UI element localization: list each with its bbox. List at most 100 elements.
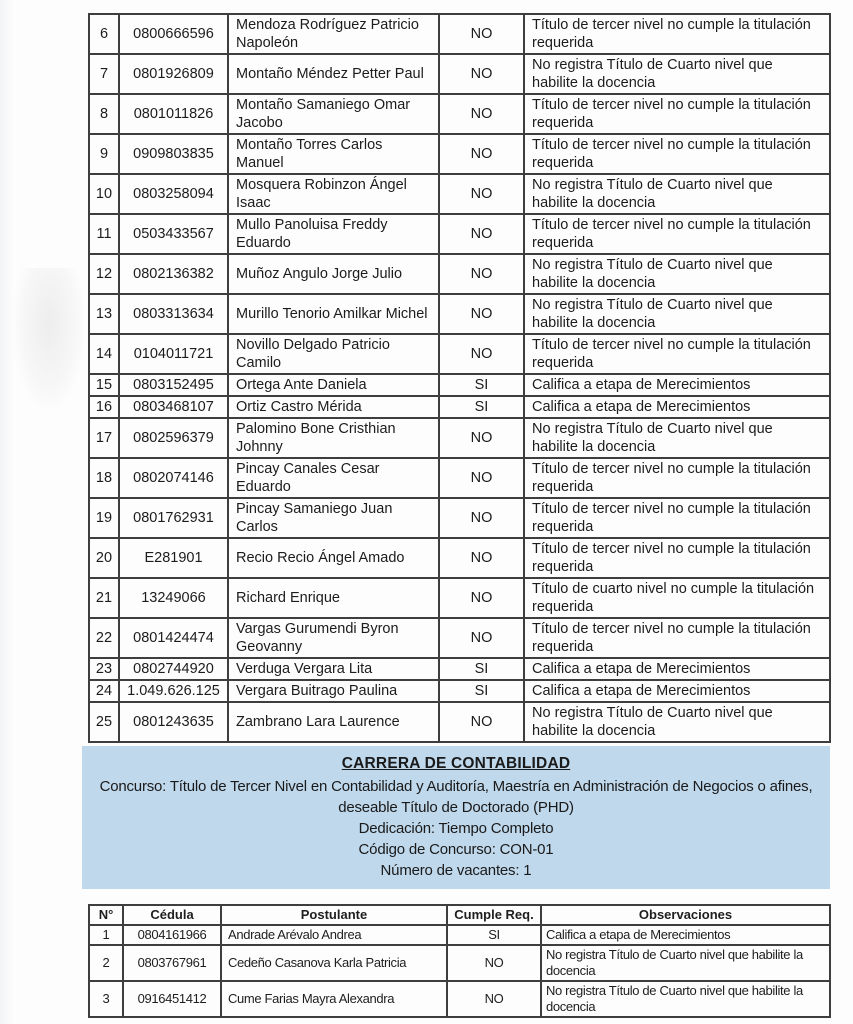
cell-observaciones: Título de tercer nivel no cumple la titu… — [523, 537, 831, 579]
cell-number: 24 — [88, 679, 120, 703]
applicant-row: 19 0801762931 Pincay Samaniego Juan Carl… — [88, 497, 831, 539]
scan-edge-tint — [0, 0, 14, 1024]
cell-postulante: Ortega Ante Daniela — [227, 373, 440, 397]
applicant-row: 15 0803152495 Ortega Ante Daniela SI Cal… — [88, 373, 831, 397]
codigo-line: Código de Concurso: CON-01 — [358, 841, 554, 858]
cell-postulante: Pincay Samaniego Juan Carlos — [227, 497, 440, 539]
applicant-row: 17 0802596379 Palomino Bone Cristhian Jo… — [88, 417, 831, 459]
cell-postulante: Richard Enrique — [227, 577, 440, 619]
cell-observaciones: Título de tercer nivel no cumple la titu… — [523, 617, 831, 659]
cell-number: 15 — [88, 373, 120, 397]
cell-observaciones: No registra Título de Cuarto nivel que h… — [540, 944, 831, 982]
header-observaciones: Observaciones — [540, 904, 831, 926]
cell-postulante: Mendoza Rodríguez Patricio Napoleón — [227, 13, 440, 55]
cell-cedula: 0801424474 — [118, 617, 229, 659]
cell-postulante: Vargas Gurumendi Byron Geovanny — [227, 617, 440, 659]
cell-postulante: Novillo Delgado Patricio Camilo — [227, 333, 440, 375]
cell-postulante: Mosquera Robinzon Ángel Isaac — [227, 173, 440, 215]
cell-number: 16 — [88, 395, 120, 419]
cell-number: 22 — [88, 617, 120, 659]
scan-smudge — [14, 268, 84, 408]
cell-postulante: Recio Recio Ángel Amado — [227, 537, 440, 579]
cell-postulante: Ortiz Castro Mérida — [227, 395, 440, 419]
header-cumple-req: Cumple Req. — [446, 904, 542, 926]
header-postulante: Postulante — [220, 904, 448, 926]
career-section-box: CARRERA DE CONTABILIDAD Concurso: Título… — [82, 746, 830, 889]
cell-cumple-req: NO — [438, 417, 525, 459]
cell-number: 21 — [88, 577, 120, 619]
cell-observaciones: Califica a etapa de Merecimientos — [523, 657, 831, 681]
cell-cumple-req: NO — [438, 617, 525, 659]
cell-number: 14 — [88, 333, 120, 375]
cell-number: 3 — [88, 980, 124, 1018]
cell-observaciones: Califica a etapa de Merecimientos — [540, 924, 831, 946]
cell-number: 7 — [88, 53, 120, 95]
cell-observaciones: Título de tercer nivel no cumple la titu… — [523, 497, 831, 539]
cell-postulante: Palomino Bone Cristhian Johnny — [227, 417, 440, 459]
cell-observaciones: No registra Título de Cuarto nivel que h… — [540, 980, 831, 1018]
cell-cumple-req: SI — [438, 657, 525, 681]
cell-observaciones: Califica a etapa de Merecimientos — [523, 679, 831, 703]
cell-postulante: Cume Farias Mayra Alexandra — [220, 980, 448, 1018]
cell-cumple-req: SI — [438, 679, 525, 703]
cell-observaciones: Título de tercer nivel no cumple la titu… — [523, 133, 831, 175]
applicant-row: 25 0801243635 Zambrano Lara Laurence NO … — [88, 701, 831, 743]
cell-cedula: 0801762931 — [118, 497, 229, 539]
cell-number: 20 — [88, 537, 120, 579]
cell-cedula: E281901 — [118, 537, 229, 579]
cell-cumple-req: NO — [438, 53, 525, 95]
concurso-line: Concurso: Título de Tercer Nivel en Cont… — [99, 778, 813, 816]
cell-cedula: 0800666596 — [118, 13, 229, 55]
contabilidad-table-body: 1 0804161966 Andrade Arévalo Andrea SI C… — [88, 924, 831, 1018]
cell-number: 18 — [88, 457, 120, 499]
cell-observaciones: No registra Título de Cuarto nivel que h… — [523, 253, 831, 295]
cell-number: 8 — [88, 93, 120, 135]
cell-postulante: Murillo Tenorio Amilkar Michel — [227, 293, 440, 335]
cell-number: 23 — [88, 657, 120, 681]
cell-observaciones: No registra Título de Cuarto nivel que h… — [523, 701, 831, 743]
cell-postulante: Zambrano Lara Laurence — [227, 701, 440, 743]
cell-cumple-req: NO — [438, 213, 525, 255]
cell-observaciones: No registra Título de Cuarto nivel que h… — [523, 173, 831, 215]
cell-cumple-req: SI — [438, 395, 525, 419]
cell-cedula: 0802136382 — [118, 253, 229, 295]
cell-observaciones: Título de tercer nivel no cumple la titu… — [523, 213, 831, 255]
applicant-row: 20 E281901 Recio Recio Ángel Amado NO Tí… — [88, 537, 831, 579]
cell-postulante: Andrade Arévalo Andrea — [220, 924, 448, 946]
applicant-row: 7 0801926809 Montaño Méndez Petter Paul … — [88, 53, 831, 95]
cell-number: 6 — [88, 13, 120, 55]
cell-cedula: 0916451412 — [122, 980, 222, 1018]
cell-cedula: 0503433567 — [118, 213, 229, 255]
cell-number: 12 — [88, 253, 120, 295]
applicants-table-continued: 6 0800666596 Mendoza Rodríguez Patricio … — [88, 13, 831, 743]
cell-number: 1 — [88, 924, 124, 946]
dedicacion-line: Dedicación: Tiempo Completo — [358, 820, 554, 837]
cell-cedula: 0803258094 — [118, 173, 229, 215]
cell-cumple-req: NO — [438, 253, 525, 295]
contabilidad-applicants-table: N° Cédula Postulante Cumple Req. Observa… — [88, 904, 831, 1018]
vacantes-line: Número de vacantes: 1 — [380, 862, 532, 879]
cell-cedula: 0804161966 — [122, 924, 222, 946]
cell-cedula: 0803313634 — [118, 293, 229, 335]
applicant-row: 18 0802074146 Pincay Canales Cesar Eduar… — [88, 457, 831, 499]
cell-cedula: 0803468107 — [118, 395, 229, 419]
cell-number: 25 — [88, 701, 120, 743]
applicant-row: 2 0803767961 Cedeño Casanova Karla Patri… — [88, 944, 831, 982]
cell-cedula: 0801243635 — [118, 701, 229, 743]
applicant-row: 22 0801424474 Vargas Gurumendi Byron Geo… — [88, 617, 831, 659]
cell-cumple-req: NO — [438, 293, 525, 335]
cell-observaciones: No registra Título de Cuarto nivel que h… — [523, 417, 831, 459]
cell-postulante: Muñoz Angulo Jorge Julio — [227, 253, 440, 295]
cell-postulante: Montaño Samaniego Omar Jacobo — [227, 93, 440, 135]
cell-observaciones: No registra Título de Cuarto nivel que h… — [523, 293, 831, 335]
cell-cedula: 0801926809 — [118, 53, 229, 95]
cell-cumple-req: NO — [446, 944, 542, 982]
applicant-row: 13 0803313634 Murillo Tenorio Amilkar Mi… — [88, 293, 831, 335]
applicant-row: 21 13249066 Richard Enrique NO Título de… — [88, 577, 831, 619]
cell-cumple-req: NO — [438, 497, 525, 539]
career-title: CARRERA DE CONTABILIDAD — [341, 755, 571, 772]
cell-cedula: 0803767961 — [122, 944, 222, 982]
cell-cumple-req: NO — [438, 13, 525, 55]
cell-cedula: 0803152495 — [118, 373, 229, 397]
applicant-row: 10 0803258094 Mosquera Robinzon Ángel Is… — [88, 173, 831, 215]
